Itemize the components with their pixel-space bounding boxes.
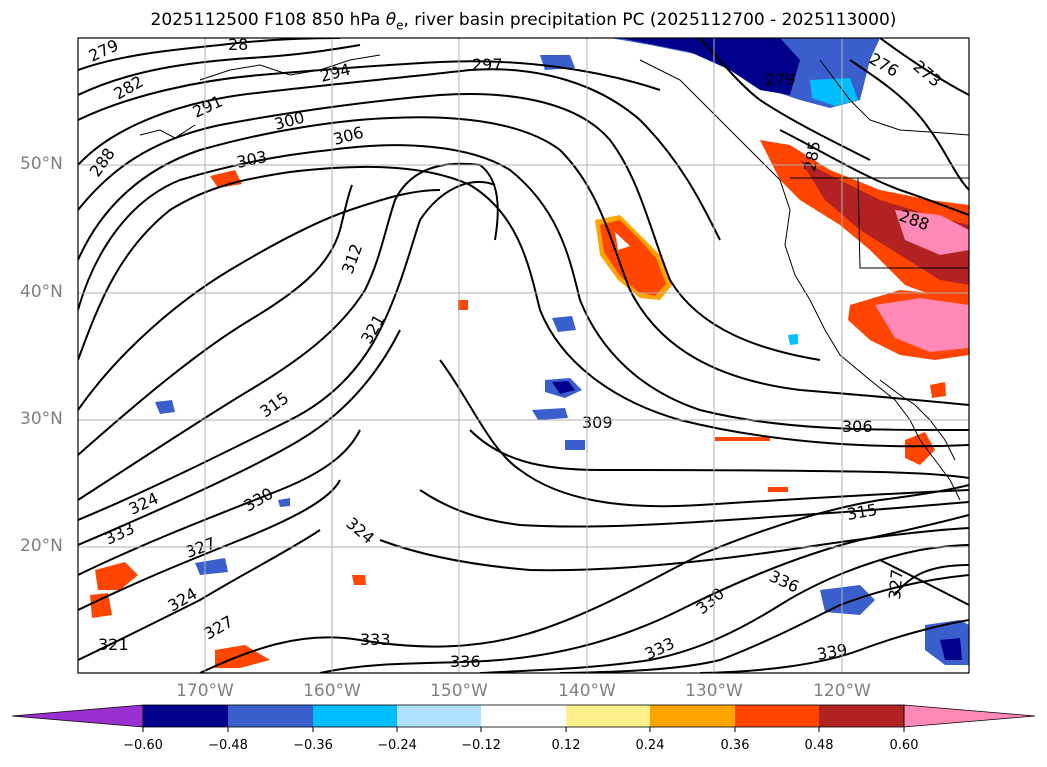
colorbar-segment — [313, 705, 397, 727]
colorbar-segment — [228, 705, 313, 727]
colorbar-tick-label: −0.12 — [461, 738, 501, 753]
theta-e-contours — [78, 38, 969, 673]
colorbar-tick-label: 0.36 — [720, 738, 750, 753]
colorbar-segment — [566, 705, 650, 727]
contour-label: 327 — [885, 568, 907, 600]
colorbar-tick-label: −0.36 — [293, 738, 333, 753]
colorbar-tick-label: −0.48 — [208, 738, 248, 753]
map-frame — [77, 37, 970, 674]
colorbar-segment — [650, 705, 735, 727]
contour-label: 306 — [842, 417, 873, 436]
colorbar-segment — [397, 705, 481, 727]
lon-label-140w: 140°W — [558, 681, 616, 701]
colorbar-tick-label: −0.60 — [123, 738, 163, 753]
coastlines — [139, 54, 969, 501]
precip-shading — [90, 38, 969, 668]
lon-label-120w: 120°W — [813, 681, 871, 701]
lat-label-30n: 30°N — [20, 409, 63, 429]
colorbar-tick-label: −0.24 — [377, 738, 417, 753]
lon-label-170w: 170°W — [176, 681, 234, 701]
colorbar-segment — [143, 705, 228, 727]
contour-label: 333 — [360, 630, 391, 649]
lon-label-160w: 160°W — [303, 681, 361, 701]
contour-label: 279 — [765, 70, 796, 89]
colorbar — [11, 704, 1036, 732]
graticule — [78, 38, 969, 673]
colorbar-tick-label: 0.48 — [804, 738, 834, 753]
colorbar-extend-low — [11, 704, 144, 728]
contour-label: 28 — [228, 35, 248, 54]
lon-label-130w: 130°W — [685, 681, 743, 701]
colorbar-segment — [735, 705, 819, 727]
contour-label: 336 — [450, 652, 481, 671]
colorbar-extend-high — [903, 704, 1036, 728]
colorbar-frame — [142, 704, 905, 728]
contour-label: 297 — [472, 55, 503, 74]
contour-label: 321 — [98, 635, 129, 654]
lat-label-50n: 50°N — [20, 154, 63, 174]
lat-label-20n: 20°N — [20, 536, 63, 556]
colorbar-segment — [481, 705, 566, 727]
map-background — [78, 38, 969, 673]
contour-label: 309 — [582, 413, 613, 432]
lon-label-150w: 150°W — [430, 681, 488, 701]
lat-label-40n: 40°N — [20, 282, 63, 302]
colorbar-tick-label: 0.12 — [551, 738, 581, 753]
colorbar-segment — [819, 705, 904, 727]
colorbar-tick-label: 0.24 — [635, 738, 665, 753]
map-title: 2025112500 F108 850 hPa θe, river basin … — [150, 10, 897, 33]
colorbar-tick-label: 0.60 — [889, 738, 919, 753]
